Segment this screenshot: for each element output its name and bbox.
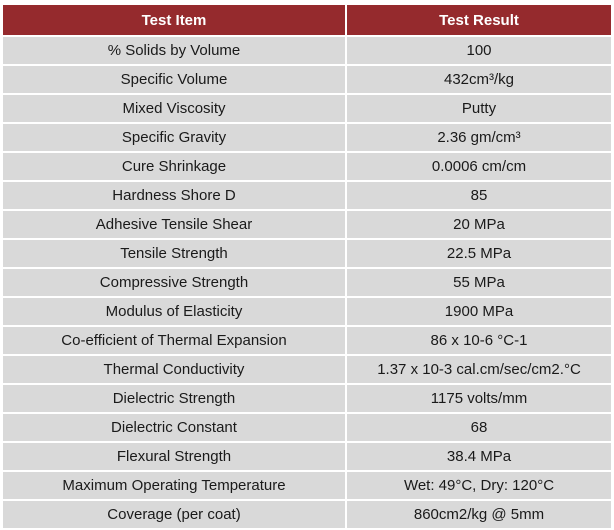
- test-result-cell: Wet: 49°C, Dry: 120°C: [347, 472, 611, 499]
- test-result-cell: 100: [347, 37, 611, 64]
- table-row: Modulus of Elasticity 1900 MPa: [3, 298, 611, 325]
- table-row: Adhesive Tensile Shear 20 MPa: [3, 211, 611, 238]
- table-row: Flexural Strength 38.4 MPa: [3, 443, 611, 470]
- test-item-cell: Dielectric Strength: [3, 385, 345, 412]
- table-row: Specific Gravity 2.36 gm/cm³: [3, 124, 611, 151]
- test-result-cell: 38.4 MPa: [347, 443, 611, 470]
- test-result-cell: 432cm³/kg: [347, 66, 611, 93]
- test-item-cell: Flexural Strength: [3, 443, 345, 470]
- table-row: Specific Volume 432cm³/kg: [3, 66, 611, 93]
- test-result-cell: 85: [347, 182, 611, 209]
- test-item-cell: Modulus of Elasticity: [3, 298, 345, 325]
- table-row: Maximum Operating Temperature Wet: 49°C, …: [3, 472, 611, 499]
- test-item-cell: Hardness Shore D: [3, 182, 345, 209]
- table-row: Cure Shrinkage 0.0006 cm/cm: [3, 153, 611, 180]
- header-test-item: Test Item: [3, 5, 345, 35]
- table-row: Compressive Strength 55 MPa: [3, 269, 611, 296]
- test-item-cell: % Solids by Volume: [3, 37, 345, 64]
- test-result-cell: 1900 MPa: [347, 298, 611, 325]
- test-item-cell: Tensile Strength: [3, 240, 345, 267]
- table-row: Dielectric Constant 68: [3, 414, 611, 441]
- test-item-cell: Maximum Operating Temperature: [3, 472, 345, 499]
- test-item-cell: Coverage (per coat): [3, 501, 345, 528]
- test-item-cell: Mixed Viscosity: [3, 95, 345, 122]
- table-row: Dielectric Strength 1175 volts/mm: [3, 385, 611, 412]
- table-row: % Solids by Volume 100: [3, 37, 611, 64]
- test-item-cell: Adhesive Tensile Shear: [3, 211, 345, 238]
- test-item-cell: Dielectric Constant: [3, 414, 345, 441]
- test-result-cell: 860cm2/kg @ 5mm: [347, 501, 611, 528]
- table-body: % Solids by Volume 100 Specific Volume 432c…: [3, 37, 611, 528]
- test-result-cell: 1.37 x 10-3 cal.cm/sec/cm2.°C: [347, 356, 611, 383]
- table-row: Thermal Conductivity 1.37 x 10-3 cal.cm/s…: [3, 356, 611, 383]
- test-result-cell: 68: [347, 414, 611, 441]
- test-item-cell: Cure Shrinkage: [3, 153, 345, 180]
- test-item-cell: Specific Gravity: [3, 124, 345, 151]
- test-item-cell: Compressive Strength: [3, 269, 345, 296]
- test-result-cell: 22.5 MPa: [347, 240, 611, 267]
- table-header-row: Test Item Test Result: [3, 5, 611, 35]
- test-result-cell: 2.36 gm/cm³: [347, 124, 611, 151]
- header-test-result: Test Result: [347, 5, 611, 35]
- test-item-cell: Thermal Conductivity: [3, 356, 345, 383]
- table-row: Mixed Viscosity Putty: [3, 95, 611, 122]
- test-result-cell: 0.0006 cm/cm: [347, 153, 611, 180]
- table-row: Tensile Strength 22.5 MPa: [3, 240, 611, 267]
- test-item-cell: Co-efficient of Thermal Expansion: [3, 327, 345, 354]
- test-result-cell: 1175 volts/mm: [347, 385, 611, 412]
- test-result-cell: Putty: [347, 95, 611, 122]
- test-result-cell: 20 MPa: [347, 211, 611, 238]
- table-row: Hardness Shore D 85: [3, 182, 611, 209]
- test-item-cell: Specific Volume: [3, 66, 345, 93]
- properties-table: Test Item Test Result % Solids by Volume…: [3, 5, 611, 528]
- test-result-cell: 86 x 10-6 °C-1: [347, 327, 611, 354]
- test-result-cell: 55 MPa: [347, 269, 611, 296]
- table-row: Co-efficient of Thermal Expansion 86 x 10…: [3, 327, 611, 354]
- table-row: Coverage (per coat) 860cm2/kg @ 5mm: [3, 501, 611, 528]
